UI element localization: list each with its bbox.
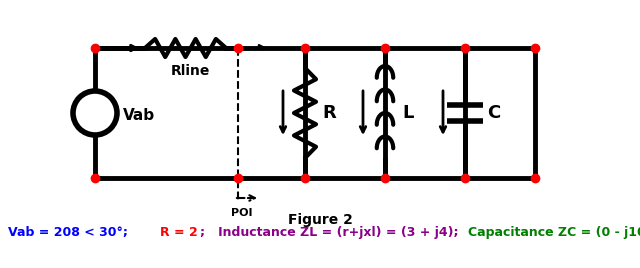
Text: L: L bbox=[402, 104, 413, 122]
Text: Rline: Rline bbox=[171, 64, 210, 78]
Text: R = 2: R = 2 bbox=[160, 226, 198, 239]
Text: R: R bbox=[322, 104, 336, 122]
Text: Vab: Vab bbox=[123, 107, 155, 122]
Text: POI: POI bbox=[231, 208, 253, 218]
Text: Vab = 208 < 30°;: Vab = 208 < 30°; bbox=[8, 226, 136, 239]
Text: ;   Inductance ZL = (r+jxl) = (3 + j4);: ; Inductance ZL = (r+jxl) = (3 + j4); bbox=[200, 226, 472, 239]
Text: Capacitance ZC = (0 - j10): Capacitance ZC = (0 - j10) bbox=[468, 226, 640, 239]
Text: Figure 2: Figure 2 bbox=[287, 213, 353, 227]
Text: C: C bbox=[487, 104, 500, 122]
